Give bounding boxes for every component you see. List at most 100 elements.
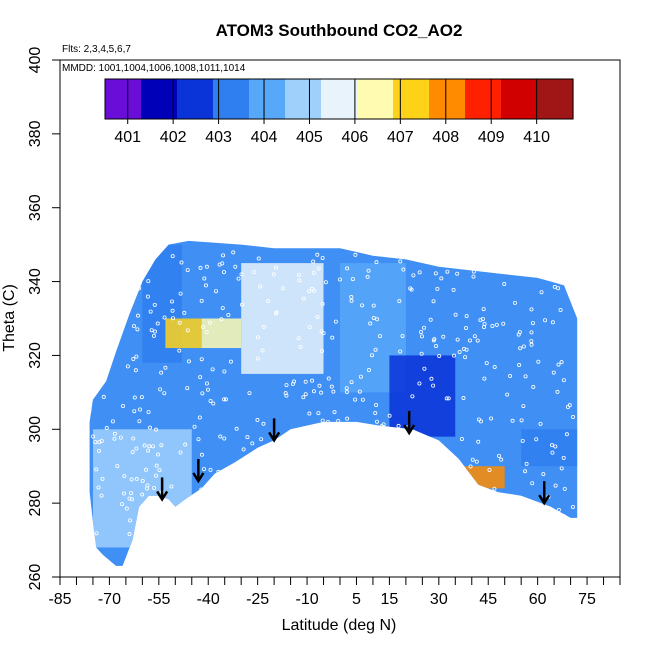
sample-point [132,395,137,400]
sample-point [561,378,566,383]
sample-point [230,502,235,507]
sample-point [202,467,207,472]
x-axis-label: Latitude (deg N) [282,617,397,634]
sample-point [424,504,429,509]
sample-point [137,419,142,424]
sample-point [146,448,151,453]
sample-point [564,536,569,541]
sample-point [536,262,541,267]
sample-point [137,407,142,412]
sample-point [200,391,205,396]
sample-point [520,265,525,270]
sample-point [319,390,324,395]
sample-point [283,391,288,396]
sample-point [304,471,309,476]
sample-point [125,284,130,289]
sample-point [199,357,204,362]
sample-point [375,537,380,542]
colorbar-segment [321,79,358,119]
sample-point [148,309,153,314]
sample-point [449,475,454,480]
sample-point [310,378,315,383]
sample-point [311,389,316,394]
sample-point [96,485,101,490]
sample-point [497,511,502,516]
sample-point [552,284,557,289]
sample-point [91,342,96,347]
sample-point [101,375,106,380]
sample-point [428,317,433,322]
sample-point [529,342,534,347]
sample-point [508,374,513,379]
sample-point [464,325,469,330]
sample-point [167,537,172,542]
colorbar-tick-label: 403 [205,129,232,146]
tropopause-arrows [156,410,551,506]
sample-point [475,338,480,343]
sample-point [301,395,306,400]
sample-point [431,338,436,343]
sample-point [451,462,456,467]
sample-point [301,429,306,434]
sample-point [389,497,394,502]
sample-point [239,302,244,307]
sample-point [570,505,575,510]
sample-point [302,513,307,518]
sample-point [97,448,102,453]
sample-point [126,271,131,276]
sample-point [434,343,439,348]
sample-point [497,453,502,458]
sample-point [307,325,312,330]
y-tick-label: 360 [27,194,44,221]
sample-point [183,442,188,447]
sample-point [143,467,148,472]
sample-point [320,349,325,354]
sample-point [163,365,168,370]
sample-point [529,339,534,344]
sample-point [431,299,436,304]
sample-point [297,272,302,277]
sample-point [297,278,302,283]
sample-point [284,393,289,398]
colorbar-tick-label: 401 [114,129,141,146]
sample-point [314,465,319,470]
sample-point [297,518,302,523]
colorbar-tick-label: 409 [478,129,505,146]
sample-point [152,485,157,490]
sample-point [530,481,535,486]
sample-point [365,476,370,481]
sample-point [182,310,187,315]
sample-point [315,314,320,319]
sample-point [94,531,99,536]
sample-point [261,421,266,426]
sample-point [323,508,328,513]
sample-point [129,491,134,496]
sample-point [102,365,107,370]
sample-point [205,490,210,495]
sample-point [400,333,405,338]
sample-point [521,404,526,409]
sample-point [516,332,521,337]
sample-point [539,290,544,295]
sample-point [520,438,525,443]
sample-point [320,255,325,260]
sample-point [395,431,400,436]
sample-point [330,470,335,475]
sample-point [316,411,321,416]
sample-point [571,415,576,420]
sample-point [177,320,182,325]
sample-point [333,319,338,324]
field-region [455,466,505,489]
sample-point [245,435,250,440]
sample-point [221,253,226,258]
sample-point [330,335,335,340]
sample-point [385,427,390,432]
sample-point [519,418,524,423]
sample-point [567,403,572,408]
sample-point [130,497,135,502]
sample-point [349,380,354,385]
y-axis: 260 280 300 320 340 360 380 400 [27,47,60,590]
sample-point [474,459,479,464]
sample-point [531,385,536,390]
sample-point [408,516,413,521]
